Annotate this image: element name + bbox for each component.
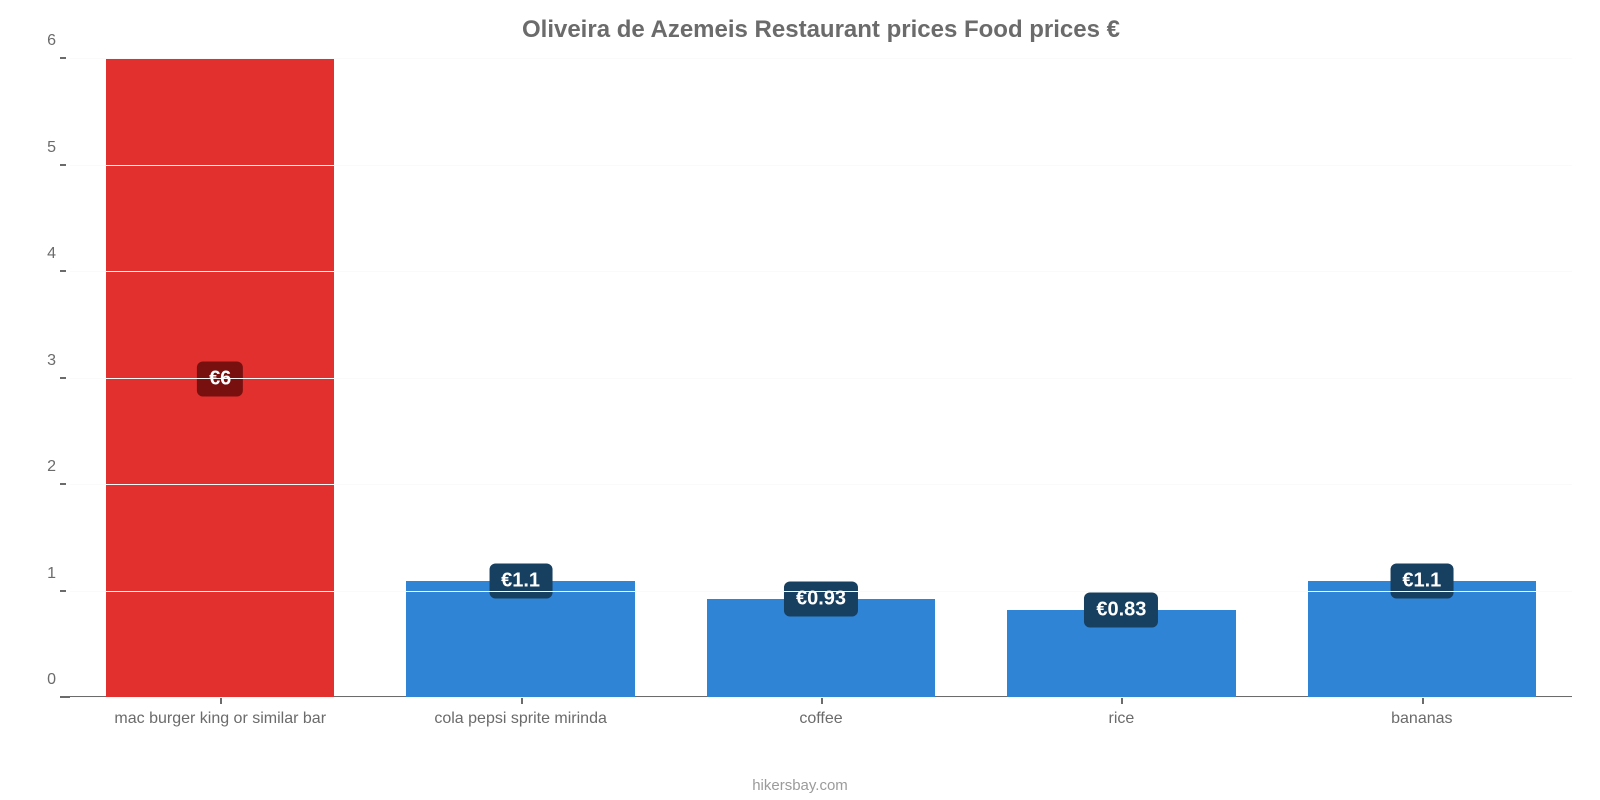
grid-line [70, 484, 1572, 485]
bar-value-label: €0.83 [1084, 592, 1158, 627]
bar-slot: €0.83 [971, 59, 1271, 698]
y-tick [60, 270, 66, 272]
bar: €0.83 [1007, 610, 1235, 698]
x-axis-category: coffee [671, 710, 971, 728]
bar-slot: €6 [70, 59, 370, 698]
grid-line [70, 591, 1572, 592]
x-tick [821, 698, 823, 704]
y-axis-label: 5 [26, 139, 56, 157]
x-axis-category: mac burger king or similar bar [70, 710, 370, 728]
grid-line [70, 697, 1572, 698]
bars-group: €6 €1.1 €0.93 €0.83 €1.1 [70, 59, 1572, 698]
bar-value-label: €6 [197, 361, 243, 396]
y-axis-label: 3 [26, 352, 56, 370]
attribution-text: hikersbay.com [0, 777, 1600, 794]
x-tick [521, 698, 523, 704]
bar: €1.1 [1308, 581, 1536, 698]
x-axis-category: rice [971, 710, 1271, 728]
grid-line [70, 165, 1572, 166]
bar: €6 [106, 59, 334, 698]
bar-value-label: €0.93 [784, 581, 858, 616]
x-axis-labels: mac burger king or similar barcola pepsi… [70, 710, 1572, 728]
x-axis-category: bananas [1272, 710, 1572, 728]
bar-slot: €1.1 [1272, 59, 1572, 698]
grid-line [70, 271, 1572, 272]
y-tick [60, 57, 66, 59]
bar-slot: €0.93 [671, 59, 971, 698]
y-axis-label: 0 [26, 671, 56, 689]
plot-area: €6€1.1€0.93€0.83€1.1 0123456 [70, 58, 1572, 698]
grid-line [70, 378, 1572, 379]
y-tick [60, 696, 66, 698]
y-axis-label: 2 [26, 458, 56, 476]
bar: €1.1 [406, 581, 634, 698]
y-tick [60, 377, 66, 379]
x-tick [1422, 698, 1424, 704]
chart-container: Oliveira de Azemeis Restaurant prices Fo… [0, 0, 1600, 800]
bar-value-label: €1.1 [489, 563, 552, 598]
bar-slot: €1.1 [370, 59, 670, 698]
x-tick [1121, 698, 1123, 704]
y-tick [60, 164, 66, 166]
bar-value-label: €1.1 [1390, 563, 1453, 598]
x-axis-category: cola pepsi sprite mirinda [370, 710, 670, 728]
y-axis-label: 4 [26, 245, 56, 263]
y-tick [60, 483, 66, 485]
grid-line [70, 58, 1572, 59]
y-axis-label: 1 [26, 565, 56, 583]
chart-title: Oliveira de Azemeis Restaurant prices Fo… [70, 16, 1572, 44]
x-tick [220, 698, 222, 704]
bar: €0.93 [707, 599, 935, 698]
y-tick [60, 590, 66, 592]
y-axis-label: 6 [26, 32, 56, 50]
